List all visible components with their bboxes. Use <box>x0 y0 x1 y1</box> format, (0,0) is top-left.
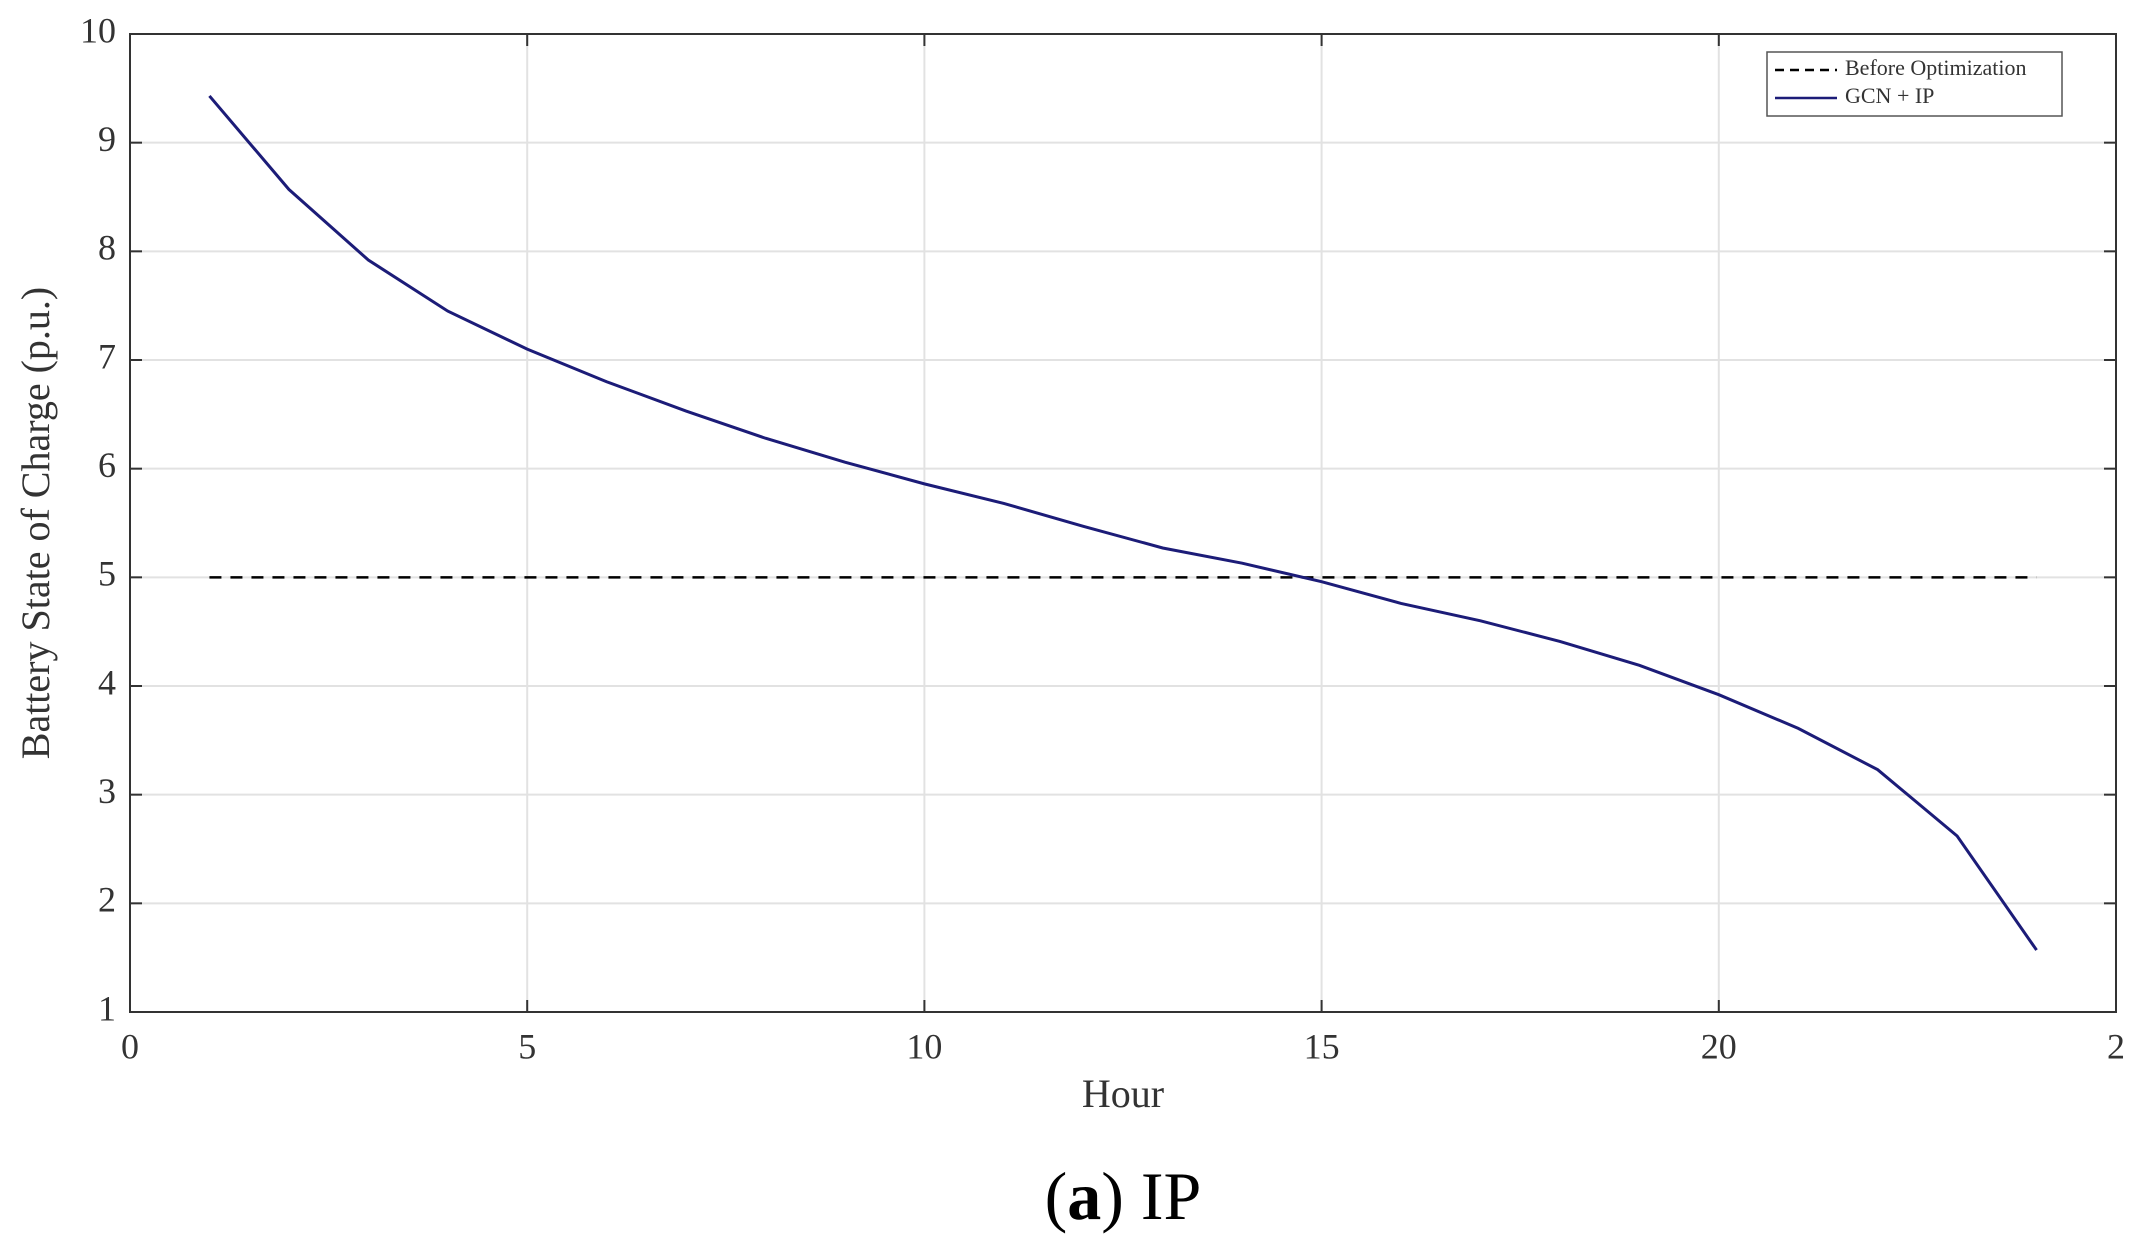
y-tick-label: 4 <box>98 662 116 702</box>
plot-frame <box>129 33 2117 1013</box>
y-tick-label: 5 <box>98 554 116 594</box>
y-tick-label: 2 <box>98 880 116 920</box>
lines <box>208 94 2038 951</box>
y-tick-label: 7 <box>98 336 116 376</box>
caption-part: ) IP <box>1101 1158 1201 1234</box>
x-tick-label: 0 <box>121 1026 139 1066</box>
y-tick-label: 3 <box>98 771 116 811</box>
ticks: 0 5 10 15 20 2 1 2 3 4 5 6 7 8 9 10 <box>80 10 2125 1066</box>
x-axis-label: Hour <box>1082 1071 1164 1116</box>
caption: (a) IP <box>1045 1158 1202 1234</box>
legend-label: GCN + IP <box>1845 83 1934 108</box>
y-axis-label: Battery State of Charge (p.u.) <box>13 287 58 759</box>
caption-part: ( <box>1045 1158 1068 1234</box>
y-tick-label: 10 <box>80 10 116 50</box>
x-tick-label: 2 <box>2107 1026 2125 1066</box>
x-tick-label: 20 <box>1701 1026 1737 1066</box>
legend-box <box>1766 51 2063 117</box>
y-tick-label: 1 <box>98 988 116 1028</box>
caption-part: a <box>1067 1158 1101 1234</box>
x-tick-label: 10 <box>906 1026 942 1066</box>
series-line <box>208 94 2038 951</box>
x-tick-label: 15 <box>1304 1026 1340 1066</box>
legend: Before Optimization GCN + IP <box>1766 51 2063 117</box>
y-tick-label: 9 <box>98 119 116 159</box>
y-tick-label: 8 <box>98 228 116 268</box>
y-tick-label: 6 <box>98 445 116 485</box>
x-tick-label: 5 <box>518 1026 536 1066</box>
legend-label: Before Optimization <box>1845 55 2026 80</box>
